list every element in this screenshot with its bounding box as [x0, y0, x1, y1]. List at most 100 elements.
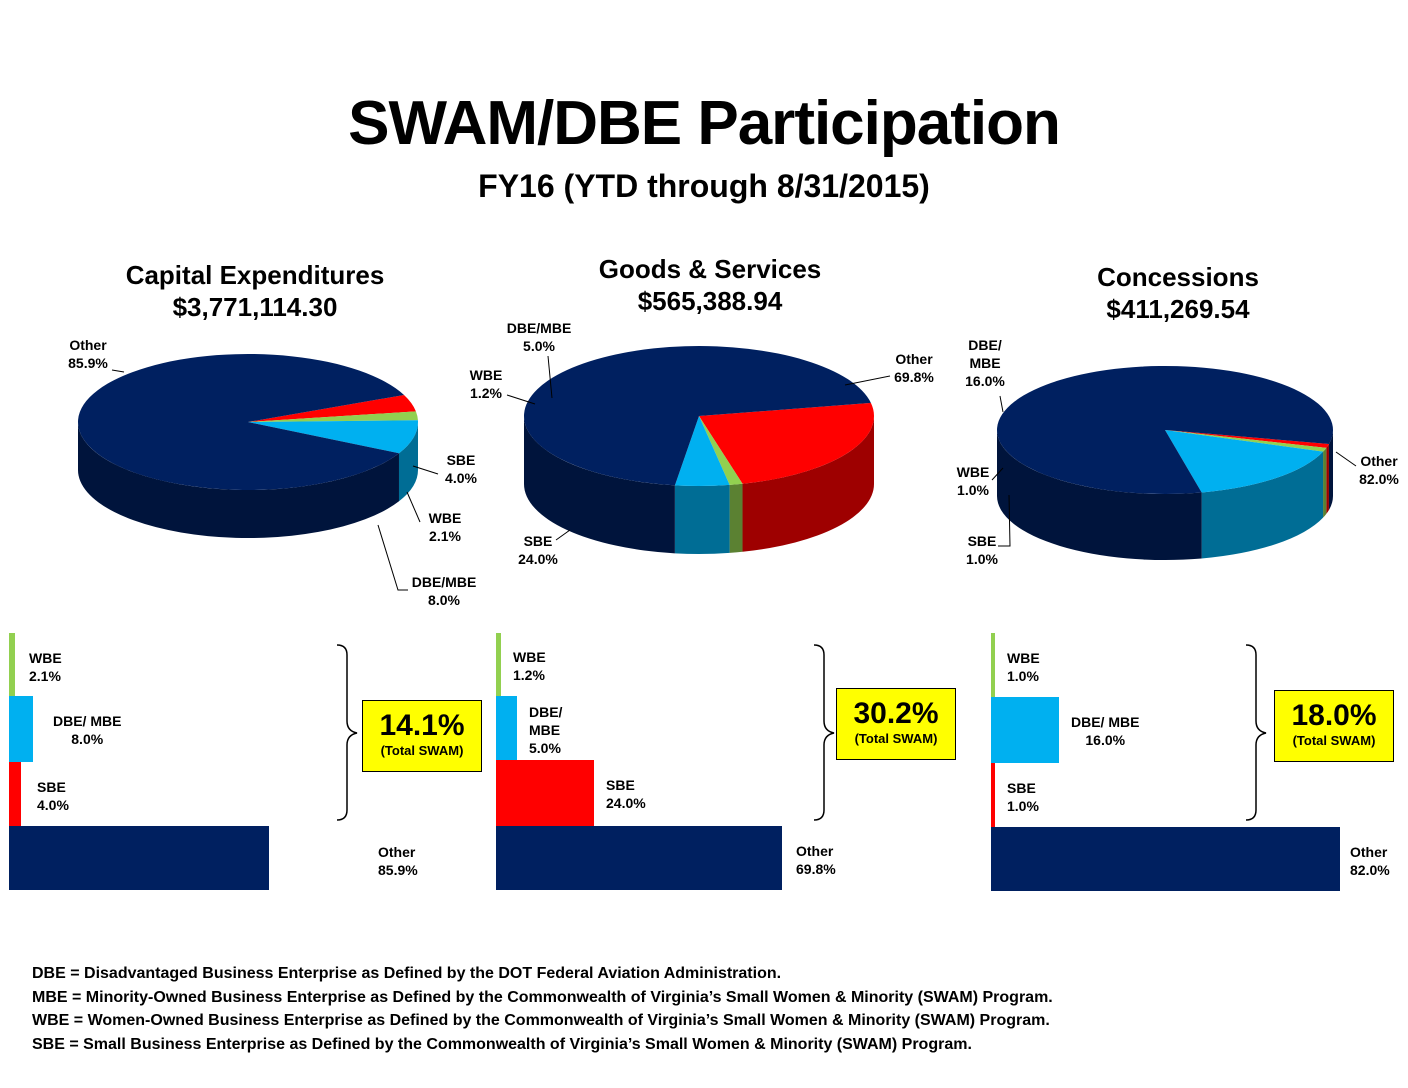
bracket-1: [813, 644, 835, 821]
bar-0-label-other: Other 85.9%: [378, 844, 418, 878]
bar-1-wbe: [496, 633, 501, 696]
pie-0: Other 85.9% SBE 4.0% WBE 2.1% DBE/MBE 8.0%: [68, 337, 477, 608]
pie-title-capital-name: Capital Expenditures: [125, 260, 385, 290]
pie-2-slice-sbe: [1165, 430, 1329, 448]
bar-0-dbe-mbe: [9, 696, 34, 762]
bar-2-label-sbe: SBE 1.0%: [1007, 780, 1039, 814]
bar-1-other: [496, 826, 783, 890]
bar-0-label-sbe: SBE 4.0%: [37, 779, 69, 813]
pie-title-concessions-name: Concessions: [1097, 262, 1259, 292]
pie-2-side-sbe: [1326, 443, 1329, 514]
pie-1-slice-dbe-mbe: [674, 416, 730, 487]
pie-0-label-dbe-mbe: DBE/MBE 8.0%: [412, 574, 477, 608]
bracket-2: [1245, 644, 1267, 821]
pie-0-side-other: [78, 422, 399, 538]
bar-1-label-wbe: WBE 1.2%: [513, 649, 546, 683]
bar-2-label-dbe-mbe: DBE/ MBE 16.0%: [1071, 714, 1140, 748]
pie-0-leader-wbe: [406, 491, 421, 523]
bar-0-label-dbe-mbe: DBE/ MBE 8.0%: [53, 713, 122, 747]
pie-0-leader-sbe: [412, 465, 439, 475]
pie-0-leader-dbe-mbe: [377, 524, 408, 591]
total-swam-value: 30.2%: [853, 697, 939, 730]
bar-1-dbe-mbe: [496, 696, 517, 760]
total-swam-box-1: 30.2% (Total SWAM): [836, 688, 956, 760]
pie-2-slice-other: [996, 366, 1333, 494]
total-swam-label: (Total SWAM): [380, 743, 464, 758]
pie-1-leader-wbe: [506, 394, 536, 405]
pie-2: Other 82.0% SBE 1.0% WBE 1.0% DBE/MBE 16.0%: [957, 337, 1400, 567]
pie-1-leader-other: [844, 375, 891, 386]
pie-0-side-dbe-mbe: [398, 422, 418, 502]
pie-1-label-dbe-mbe: DBE/MBE 5.0%: [507, 320, 572, 354]
pie-2-leader-sbe: [998, 494, 1011, 547]
pie-title-concessions-amount: $411,269.54: [1106, 294, 1250, 324]
pie-2-side-dbe-mbe: [1201, 451, 1324, 559]
definitions: DBE = Disadvantaged Business Enterprise …: [32, 962, 1053, 1056]
pie-title-capital: Capital Expenditures $3,771,114.30: [75, 259, 435, 323]
pie-2-side-other: [1328, 430, 1333, 510]
bar-1-label-dbe-mbe: DBE/MBE 5.0%: [529, 704, 563, 756]
bracket-0: [336, 644, 358, 821]
pie-0-leader-other: [111, 369, 125, 373]
pie-title-concessions: Concessions $411,269.54: [998, 261, 1358, 325]
pie-0-slice-dbe-mbe: [248, 420, 418, 454]
pie-2-slice-wbe: [1165, 430, 1327, 452]
page-title: SWAM/DBE Participation: [348, 89, 1061, 158]
bar-2-label-other: Other 82.0%: [1350, 844, 1390, 878]
pie-2-leader-wbe: [991, 467, 1004, 481]
total-swam-value: 18.0%: [1291, 699, 1377, 732]
pie-2-leader-dbe-mbe: [999, 395, 1004, 413]
bar-0-sbe: [9, 762, 22, 826]
definition-mbe: MBE = Minority-Owned Business Enterprise…: [32, 988, 1053, 1006]
bar-0-label-wbe: WBE 2.1%: [29, 650, 62, 684]
pie-1-slice-other: [524, 346, 871, 486]
total-swam-label: (Total SWAM): [854, 731, 938, 746]
pie-title-goods-amount: $565,388.94: [637, 286, 783, 316]
bar-2-dbe-mbe: [991, 697, 1059, 763]
bar-1-label-other: Other 69.8%: [796, 843, 836, 877]
pie-1-label-wbe: WBE 1.2%: [470, 367, 503, 401]
pie-2-side-other: [997, 430, 1202, 560]
pie-1: Other 69.8% SBE 24.0% WBE 1.2%DBE/MBE 5.0%: [470, 320, 935, 567]
pie-0-label-other: Other 85.9%: [68, 337, 108, 371]
total-swam-value: 14.1%: [379, 709, 465, 742]
pie-2-label-dbe-mbe: DBE/MBE 16.0%: [965, 337, 1005, 389]
bar-2-label-wbe: WBE 1.0%: [1007, 650, 1040, 684]
pie-title-capital-amount: $3,771,114.30: [172, 292, 338, 322]
pie-1-slice-sbe: [699, 402, 874, 484]
pie-1-side-other: [524, 416, 675, 554]
pie-2-label-other: Other 82.0%: [1359, 453, 1399, 487]
pie-1-side-wbe: [729, 483, 743, 553]
pie-1-leader-sbe: [555, 529, 571, 541]
pie-0-slice-wbe: [248, 411, 418, 422]
pie-0-label-sbe: SBE 4.0%: [445, 452, 477, 486]
pie-0-slice-sbe: [248, 394, 416, 422]
pie-title-goods-name: Goods & Services: [598, 254, 822, 284]
bar-2-sbe: [991, 763, 996, 827]
pie-title-goods: Goods & Services $565,388.94: [530, 253, 890, 317]
pie-1-side-dbe-mbe: [674, 484, 730, 554]
pie-1-label-sbe: SBE 24.0%: [518, 533, 558, 567]
pie-0-label-wbe: WBE 2.1%: [429, 510, 462, 544]
pie-1-label-other: Other 69.8%: [894, 351, 934, 385]
bar-0-wbe: [9, 633, 16, 696]
pie-2-slice-dbe-mbe: [1165, 430, 1324, 493]
bar-1-label-sbe: SBE 24.0%: [606, 777, 646, 811]
pie-2-label-sbe: SBE 1.0%: [966, 533, 998, 567]
bar-1-sbe: [496, 760, 595, 826]
pie-1-leader-dbe-mbe: [547, 355, 553, 399]
pie-1-slice-wbe: [699, 416, 743, 485]
total-swam-box-0: 14.1% (Total SWAM): [362, 700, 482, 772]
total-swam-label: (Total SWAM): [1292, 733, 1376, 748]
page-subtitle: FY16 (YTD through 8/31/2015): [478, 168, 930, 204]
bar-0-other: [9, 826, 270, 890]
pie-2-side-wbe: [1323, 447, 1327, 518]
pie-1-side-sbe: [742, 416, 874, 552]
pie-2-leader-other: [1335, 451, 1357, 467]
definition-wbe: WBE = Women-Owned Business Enterprise as…: [32, 1012, 1050, 1029]
pie-charts: Other 85.9%SBE 4.0%WBE 2.1%DBE/MBE 8.0%Other…: [68, 320, 1400, 608]
pie-2-label-wbe: WBE 1.0%: [957, 464, 990, 498]
bar-2-other: [991, 827, 1340, 891]
pie-0-slice-other: [78, 354, 405, 491]
bar-2-wbe: [991, 633, 996, 697]
